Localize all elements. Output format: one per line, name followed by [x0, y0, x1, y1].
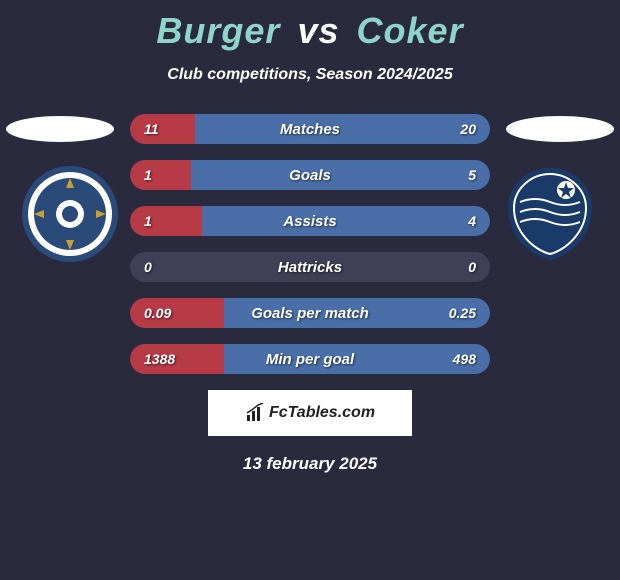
brand-box[interactable]: FcTables.com: [208, 390, 412, 436]
stats-stage: 1120Matches 15Goals 14Assists 00Hattricks 0.…: [0, 114, 620, 374]
stat-row: 1388498Min per goal: [130, 344, 490, 374]
stat-label: Goals per match: [130, 298, 490, 328]
chart-icon: [245, 403, 265, 423]
rochdale-crest-icon: [20, 164, 120, 264]
vs-text: vs: [297, 10, 339, 51]
stat-label: Hattricks: [130, 252, 490, 282]
comparison-title: Burger vs Coker: [0, 0, 620, 52]
stat-label: Min per goal: [130, 344, 490, 374]
player2-name: Coker: [357, 10, 464, 51]
stats-bars: 1120Matches 15Goals 14Assists 00Hattricks 0.…: [130, 114, 490, 374]
stat-row: 1120Matches: [130, 114, 490, 144]
stat-row: 15Goals: [130, 160, 490, 190]
brand-text: FcTables.com: [269, 404, 375, 422]
player2-ellipse: [506, 116, 614, 142]
stat-row: 0.090.25Goals per match: [130, 298, 490, 328]
player1-crest: [20, 164, 120, 264]
stat-label: Goals: [130, 160, 490, 190]
stat-row: 14Assists: [130, 206, 490, 236]
date-text: 13 february 2025: [0, 454, 620, 474]
player2-crest: [500, 164, 600, 264]
southend-crest-icon: [500, 164, 600, 264]
player1-ellipse: [6, 116, 114, 142]
stat-label: Matches: [130, 114, 490, 144]
player1-name: Burger: [156, 10, 280, 51]
stat-row: 00Hattricks: [130, 252, 490, 282]
subtitle: Club competitions, Season 2024/2025: [0, 66, 620, 84]
stat-label: Assists: [130, 206, 490, 236]
